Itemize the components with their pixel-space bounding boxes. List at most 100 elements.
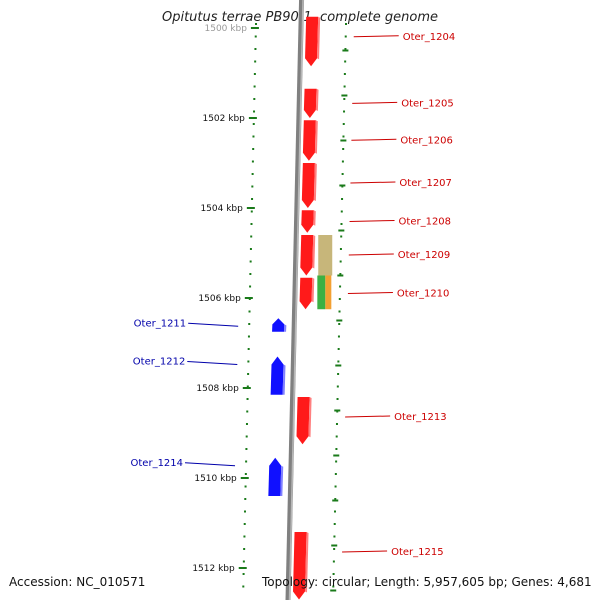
forward-gene-label: Oter_1208 [399, 217, 452, 228]
outer-track-dot [337, 335, 340, 338]
inner-track-dot [249, 285, 252, 288]
outer-track-dot [334, 498, 337, 500]
scale-tick-label: 1508 kbp [196, 384, 239, 394]
outer-track-dot [333, 523, 336, 525]
inner-track-dot [251, 198, 254, 200]
outer-major-tick [334, 409, 341, 412]
forward-gene-shade [314, 120, 318, 154]
outer-track-dot [338, 323, 341, 325]
outer-major-tick [337, 274, 344, 277]
feature-block-tan [318, 235, 333, 276]
outer-track-dot [340, 210, 343, 213]
inner-track-dot [247, 360, 250, 363]
inner-track-dot [247, 335, 250, 338]
inner-track-dot [243, 548, 246, 550]
reverse-gene-arrow [268, 457, 282, 496]
forward-gene-shade [313, 210, 316, 226]
backbone-line [285, 0, 305, 600]
outer-track-dot [341, 173, 344, 175]
scale-tick [248, 117, 257, 119]
forward-gene-shade [315, 88, 319, 111]
outer-major-tick [341, 94, 348, 97]
inner-track-dot [254, 48, 257, 50]
outer-track-dot [344, 60, 347, 63]
inner-track-dot [244, 498, 247, 500]
forward-gene-label: Oter_1213 [394, 412, 447, 423]
inner-track-dot [245, 435, 248, 438]
inner-track-dot [248, 310, 251, 313]
inner-track-dot [252, 135, 255, 138]
inner-track-dot [242, 585, 245, 588]
inner-track-dot [243, 510, 246, 513]
outer-track-dot [334, 473, 337, 475]
scale-tick-label: 1502 kbp [202, 114, 245, 124]
inner-track-dot [242, 560, 245, 563]
forward-gene-shade [305, 532, 309, 593]
outer-track-dot [341, 198, 344, 200]
forward-gene-leader [352, 101, 398, 104]
outer-major-tick [339, 184, 346, 187]
forward-gene-arrow [301, 163, 315, 208]
outer-track-dot [342, 123, 345, 125]
backbone-highlight [288, 0, 304, 600]
inner-track-dot [251, 160, 254, 163]
inner-track-dot [249, 260, 252, 263]
scale-tick-label: 1500 kbp [205, 24, 248, 34]
outer-major-tick [331, 544, 338, 547]
inner-track-dot [242, 573, 245, 575]
outer-major-tick [342, 49, 349, 52]
forward-gene-arrow [303, 88, 317, 118]
forward-gene-arrow [301, 210, 314, 233]
forward-gene-leader [349, 220, 395, 222]
scale-tick [238, 567, 247, 569]
outer-track-dot [338, 298, 341, 300]
outer-track-dot [339, 248, 342, 250]
reverse-gene-leader [188, 322, 239, 327]
scale-tick [244, 297, 253, 299]
inner-track-dot [246, 410, 249, 413]
outer-track-dot [333, 510, 336, 513]
outer-track-dot [332, 573, 335, 575]
outer-track-dot [343, 85, 346, 88]
inner-track-dot [245, 460, 248, 463]
forward-gene-arrow [305, 16, 319, 67]
forward-gene-leader [351, 138, 397, 141]
outer-track-dot [336, 398, 339, 400]
scale-tick-label: 1512 kbp [192, 564, 235, 574]
forward-gene-leader [353, 35, 399, 38]
forward-gene-leader [342, 550, 388, 553]
outer-track-dot [344, 35, 347, 38]
reverse-gene-arrow [272, 318, 285, 332]
outer-track-dot [343, 98, 346, 100]
inner-track-dot [253, 73, 256, 75]
outer-track-dot [337, 348, 340, 350]
inner-track-dot [249, 248, 252, 250]
inner-track-dot [251, 185, 254, 188]
reverse-gene-leader [185, 462, 236, 467]
genome-summary: Topology: circular; Length: 5,957,605 bp… [262, 575, 592, 589]
outer-track-dot [339, 273, 342, 275]
inner-track-dot [255, 23, 258, 25]
reverse-gene-leader [187, 361, 238, 365]
feature-block-green [317, 275, 326, 310]
reverse-gene-label: Oter_1211 [134, 318, 187, 329]
inner-track-dot [250, 210, 253, 213]
feature-block-orange [325, 275, 332, 310]
reverse-gene-shade [282, 364, 286, 395]
inner-track-dot [253, 110, 256, 113]
forward-gene-label: Oter_1204 [403, 32, 456, 43]
outer-track-dot [335, 460, 338, 463]
outer-track-dot [337, 360, 340, 363]
forward-gene-shade [313, 163, 317, 201]
reverse-gene-shade [284, 324, 287, 332]
outer-track-dot [335, 423, 338, 425]
forward-gene-shade [312, 235, 316, 269]
inner-track-dot [253, 98, 256, 100]
scale-tick [250, 27, 259, 29]
scale-tick [240, 477, 249, 479]
outer-track-dot [343, 73, 346, 75]
outer-track-dot [341, 160, 344, 163]
forward-gene-label: Oter_1207 [399, 178, 452, 189]
